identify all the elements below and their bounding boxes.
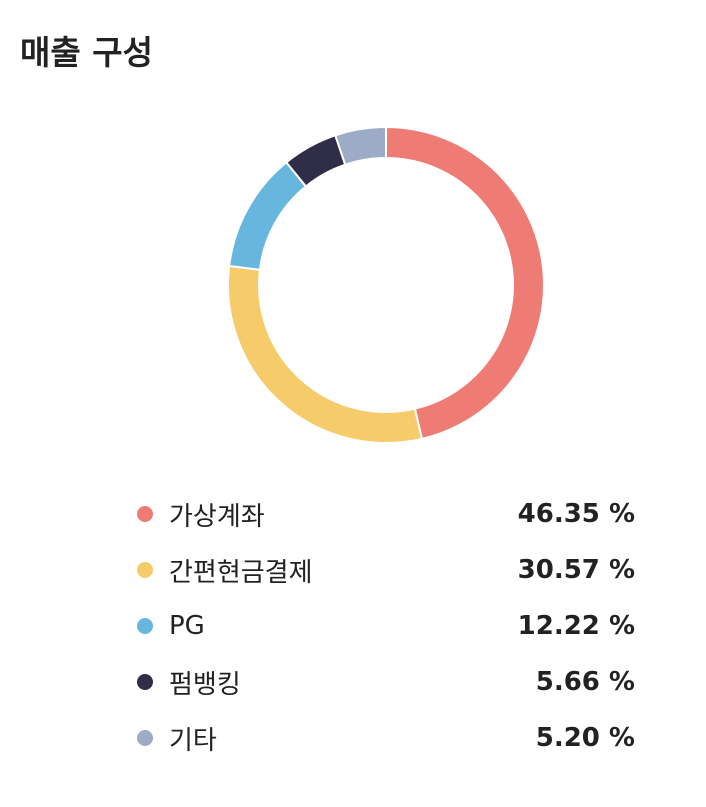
- legend-label: 펌뱅킹: [169, 669, 241, 700]
- donut-slice-gasang: [385, 125, 545, 441]
- chart-title: 매출 구성: [20, 33, 153, 72]
- legend-dot: [137, 674, 153, 690]
- legend-value: 46.35 %: [517, 499, 635, 529]
- legend-dot: [137, 618, 153, 634]
- chart-legend: 가상계좌 46.35 % 간편현금결제 30.57 % PG 12.22 % 펌…: [135, 486, 635, 766]
- legend-label: 기타: [169, 725, 217, 756]
- legend-label: 간편현금결제: [169, 557, 313, 588]
- donut-chart: [226, 125, 546, 445]
- legend-value: 5.66 %: [535, 667, 635, 697]
- donut-slice-ganpyeon: [227, 264, 424, 444]
- legend-dot: [137, 506, 153, 522]
- donut-chart-svg: [227, 125, 545, 444]
- legend-value: 30.57 %: [517, 555, 635, 585]
- legend-value: 12.22 %: [517, 611, 635, 641]
- donut-slice-pg: [228, 160, 308, 271]
- legend-value: 5.20 %: [535, 723, 635, 753]
- legend-item: PG 12.22 %: [135, 598, 635, 654]
- legend-item: 가상계좌 46.35 %: [135, 486, 635, 542]
- legend-item: 기타 5.20 %: [135, 710, 635, 766]
- legend-item: 간편현금결제 30.57 %: [135, 542, 635, 598]
- legend-dot: [137, 562, 153, 578]
- donut-slice-etc: [334, 125, 387, 166]
- legend-item: 펌뱅킹 5.66 %: [135, 654, 635, 710]
- legend-dot: [137, 730, 153, 746]
- legend-label: PG: [169, 611, 205, 641]
- legend-label: 가상계좌: [169, 501, 265, 532]
